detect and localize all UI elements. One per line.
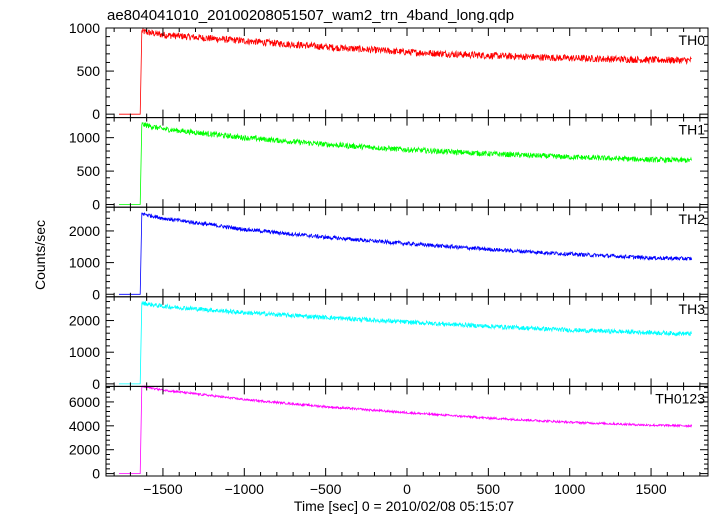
x-tick-label: 1000 bbox=[554, 481, 585, 497]
panel-label-th0: TH0 bbox=[679, 32, 706, 48]
x-tick-label: −1000 bbox=[225, 481, 265, 497]
panel-th0: 0 500 1000 TH0 bbox=[69, 20, 709, 122]
x-tick-label: 1500 bbox=[635, 481, 666, 497]
x-axis-label: Time [sec] 0 = 2010/02/08 05:15:07 bbox=[294, 498, 514, 514]
y-tick-label: 2000 bbox=[69, 442, 100, 458]
panel-th1: 0 500 1000 TH1 bbox=[69, 117, 709, 213]
x-tick-label: −500 bbox=[310, 481, 342, 497]
panel-frame bbox=[105, 385, 709, 477]
panel-label-th1: TH1 bbox=[679, 122, 706, 138]
panel-th2: 0 1000 2000 TH2 bbox=[69, 206, 709, 302]
y-tick-label: 500 bbox=[77, 63, 101, 79]
panel-frame bbox=[105, 117, 709, 208]
series-th1 bbox=[119, 122, 693, 205]
series-th0 bbox=[119, 28, 692, 115]
panel-frame bbox=[105, 206, 709, 298]
panel-th3: 0 1000 2000 TH3 bbox=[69, 296, 709, 392]
chart-title: ae804041010_20100208051507_wam2_trn_4ban… bbox=[107, 7, 514, 24]
y-tick-label: 2000 bbox=[69, 313, 100, 329]
y-axis-label: Counts/sec bbox=[32, 220, 48, 290]
y-tick-label: 1000 bbox=[69, 130, 100, 146]
x-tick-label: 0 bbox=[403, 481, 411, 497]
x-tick-label: −1500 bbox=[143, 481, 183, 497]
panel-label-th3: TH3 bbox=[679, 301, 706, 317]
y-tick-label: 1000 bbox=[69, 20, 100, 36]
y-tick-label: 0 bbox=[92, 376, 100, 392]
y-tick-label: 0 bbox=[92, 106, 100, 122]
y-tick-label: 6000 bbox=[69, 394, 100, 410]
panel-frame bbox=[105, 27, 709, 119]
series-th3 bbox=[119, 300, 693, 385]
x-tick-label: 500 bbox=[477, 481, 501, 497]
y-tick-label: 4000 bbox=[69, 418, 100, 434]
series-th0123 bbox=[119, 384, 693, 474]
y-tick-label: 1000 bbox=[69, 255, 100, 271]
y-tick-label: 0 bbox=[92, 466, 100, 482]
panel-label-th2: TH2 bbox=[679, 211, 706, 227]
y-tick-label: 2000 bbox=[69, 223, 100, 239]
y-tick-label: 500 bbox=[77, 163, 101, 179]
panel-th0123: 0 2000 4000 6000 TH0123 bbox=[69, 384, 709, 482]
x-tick-labels: −1500 −1000 −500 0 500 1000 1500 bbox=[143, 481, 667, 497]
series-th2 bbox=[119, 212, 693, 295]
panel-label-th0123: TH0123 bbox=[655, 390, 705, 406]
panels-group: 0 500 1000 TH0 0 500 1000 TH1 0 1000 2000 TH2 0 1000 2… bbox=[69, 20, 709, 482]
y-tick-label: 0 bbox=[92, 286, 100, 302]
y-tick-label: 0 bbox=[92, 197, 100, 213]
y-tick-label: 1000 bbox=[69, 344, 100, 360]
panel-frame bbox=[105, 296, 709, 387]
